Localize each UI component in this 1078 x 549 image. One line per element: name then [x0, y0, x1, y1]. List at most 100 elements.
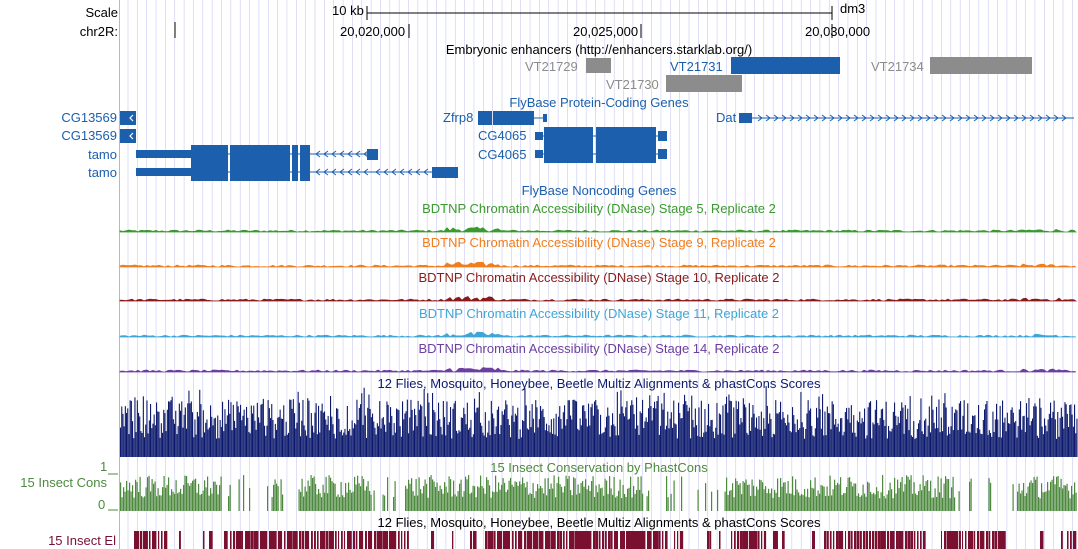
phastcons-bar — [370, 494, 372, 511]
phastcons-track-title[interactable]: 15 Insect Conservation by PhastCons — [490, 460, 708, 475]
phastcons-bar — [595, 485, 597, 511]
dnase-track-title[interactable]: BDTNP Chromatin Accessibility (DNase) St… — [418, 306, 780, 321]
phastcons-bar — [945, 476, 947, 511]
multiz-bar — [909, 396, 911, 457]
multiz-track-title[interactable]: 12 Flies, Mosquito, Honeybee, Beetle Mul… — [377, 376, 821, 391]
phastcons-bar — [921, 490, 923, 511]
phastcons-bar — [1057, 476, 1059, 511]
conserved-element — [950, 531, 954, 549]
multiz-bar — [244, 425, 246, 457]
multiz-bar — [132, 421, 134, 457]
phastcons-bar — [571, 495, 573, 511]
phastcons-bar — [1024, 495, 1026, 511]
phastcons-bar — [798, 492, 800, 511]
phastcons-bar — [451, 496, 453, 511]
multiz-bar — [505, 400, 507, 457]
multiz-bar — [1010, 409, 1012, 457]
multiz-bar — [190, 401, 192, 457]
multiz-bar — [1058, 436, 1060, 457]
conserved-element — [314, 531, 316, 549]
phastcons-bar — [409, 483, 411, 511]
gene-label[interactable]: CG13569 — [61, 128, 117, 143]
dnase-track-title[interactable]: BDTNP Chromatin Accessibility (DNase) St… — [422, 201, 776, 216]
multiz-bar — [122, 413, 124, 457]
protein-coding-track-title[interactable]: FlyBase Protein-Coding Genes — [509, 95, 689, 110]
multiz-bar — [348, 430, 350, 457]
gene-label[interactable]: CG4065 — [478, 128, 527, 143]
phastcons-bar — [840, 477, 842, 511]
phastcons-bar — [438, 490, 440, 511]
phastcons-side-label[interactable]: 15 Insect Cons — [20, 475, 107, 490]
phastcons-bar — [823, 486, 825, 511]
enhancer-label[interactable]: VT21729 — [525, 59, 578, 74]
multiz-bar — [283, 405, 285, 457]
multiz-bar — [1003, 422, 1005, 457]
phastcons-bar — [354, 476, 356, 511]
multiz-bar — [210, 405, 212, 457]
multiz-bar — [613, 424, 615, 457]
phastcons-bar — [219, 485, 221, 511]
multiz-bar — [693, 427, 695, 457]
multiz-bar — [608, 415, 610, 457]
enhancers-track-title[interactable]: Embryonic enhancers (http://enhancers.st… — [445, 42, 753, 57]
phastcons-bar — [423, 486, 425, 511]
enhancer-label[interactable]: VT21730 — [606, 77, 659, 92]
multiz-bar — [610, 425, 612, 457]
dnase-track-title[interactable]: BDTNP Chromatin Accessibility (DNase) St… — [418, 270, 780, 285]
multiz-bar — [692, 419, 694, 457]
multiz-bar — [865, 438, 867, 457]
multiz-bar — [315, 403, 317, 457]
gene-label[interactable]: Zfrp8 — [443, 110, 474, 125]
elements-track-title[interactable]: 12 Flies, Mosquito, Honeybee, Beetle Mul… — [377, 515, 821, 530]
dnase-track-title[interactable]: BDTNP Chromatin Accessibility (DNase) St… — [418, 341, 780, 356]
multiz-bar — [492, 413, 494, 457]
dnase-track-title[interactable]: BDTNP Chromatin Accessibility (DNase) St… — [422, 235, 776, 250]
phastcons-bar — [745, 479, 747, 511]
conserved-element — [281, 531, 283, 549]
multiz-bar — [596, 405, 598, 457]
phastcons-bar — [181, 493, 183, 511]
multiz-bar — [902, 407, 904, 457]
gene-label[interactable]: tamo — [88, 147, 117, 162]
phastcons-bar — [879, 498, 881, 511]
conserved-element — [599, 531, 601, 549]
phastcons-bar — [334, 483, 336, 511]
conserved-element — [548, 531, 551, 549]
multiz-bar — [356, 399, 358, 457]
multiz-bar — [468, 429, 470, 457]
multiz-bar — [534, 432, 536, 457]
multiz-bar — [296, 422, 298, 457]
strand-chevron — [355, 168, 361, 176]
elements-side-label[interactable]: 15 Insect El — [48, 533, 116, 548]
conserved-element — [578, 531, 582, 549]
gene-label[interactable]: CG13569 — [61, 110, 117, 125]
phastcons-bar — [157, 488, 159, 511]
multiz-bar — [921, 431, 923, 457]
phastcons-bar — [738, 484, 740, 511]
enhancer-label[interactable]: VT21734 — [871, 59, 924, 74]
multiz-bar — [806, 413, 808, 457]
noncoding-track-title[interactable]: FlyBase Noncoding Genes — [521, 183, 677, 198]
multiz-bar — [618, 435, 620, 457]
phastcons-bar — [1035, 479, 1037, 511]
gene-label[interactable]: CG4065 — [478, 147, 527, 162]
phastcons-bar — [834, 479, 836, 511]
multiz-bar — [592, 415, 594, 457]
multiz-bar — [286, 434, 288, 457]
conserved-element — [275, 531, 277, 549]
phastcons-bar — [138, 492, 140, 511]
multiz-bar — [204, 432, 206, 457]
gene-label[interactable]: tamo — [88, 165, 117, 180]
phastcons-bar — [792, 476, 794, 511]
phastcons-bar — [178, 492, 180, 511]
gene-label[interactable]: Dat — [716, 110, 737, 125]
multiz-bar — [687, 411, 689, 457]
multiz-bar — [163, 409, 165, 457]
phastcons-bar — [760, 480, 762, 511]
phastcons-bar — [321, 497, 323, 511]
gene-exon — [300, 163, 310, 181]
multiz-bar — [489, 435, 491, 457]
enhancer-label[interactable]: VT21731 — [670, 59, 723, 74]
position-tick-label: 20,030,000 — [805, 24, 871, 39]
